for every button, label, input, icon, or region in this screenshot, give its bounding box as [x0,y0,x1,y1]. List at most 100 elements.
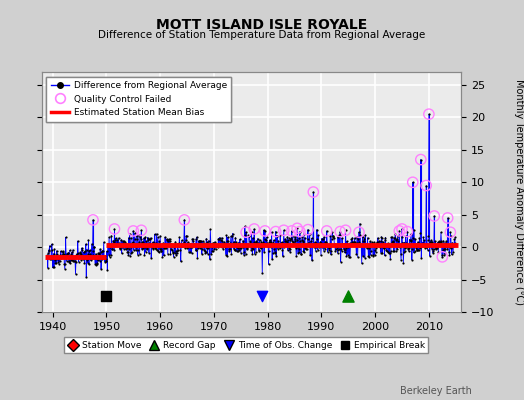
Point [446,233,455,240]
Point [441,246,450,253]
Point [49,250,58,257]
Point [187,250,195,256]
Point [125,246,134,252]
Point [320,234,328,240]
Point [46,256,54,262]
Point [300,249,309,255]
Point [129,228,137,234]
Point [214,235,223,242]
Point [49,254,57,261]
Point [420,241,428,247]
Point [166,238,174,244]
Point [429,250,437,256]
Point [339,241,347,247]
Point [205,241,214,248]
Point [248,251,257,258]
Point [98,256,106,262]
Point [159,252,168,259]
Point [368,239,376,246]
Point [344,251,352,258]
Point [431,242,439,249]
Point [94,250,103,256]
Point [254,235,262,242]
Point [449,249,457,256]
Point [70,255,79,262]
Point [48,241,56,247]
Point [301,245,310,251]
Point [261,237,270,244]
Point [93,256,101,263]
Point [98,248,106,254]
Point [60,260,69,267]
Point [283,234,291,240]
Point [288,228,296,234]
Point [324,244,333,250]
Point [423,241,431,247]
Point [203,250,212,257]
Point [164,238,172,244]
Point [443,215,452,221]
Point [421,244,430,250]
Point [230,238,238,245]
Point [88,254,96,261]
Point [71,258,79,265]
Point [197,238,205,244]
Point [264,243,272,250]
Point [48,247,57,253]
Point [344,244,353,250]
Point [181,245,190,252]
Point [271,249,279,256]
Point [297,250,305,257]
Point [145,250,153,256]
Point [92,250,100,257]
Point [429,248,438,255]
Point [387,248,395,254]
Point [78,245,86,251]
Point [307,238,315,244]
Point [68,249,76,256]
Point [385,250,393,257]
Point [129,239,137,246]
Point [156,246,165,253]
Point [259,227,268,233]
Point [309,189,318,195]
Point [221,240,230,247]
Point [403,228,411,235]
Point [167,241,176,247]
Point [153,246,161,253]
Point [244,240,252,247]
Point [141,244,149,250]
Point [428,243,436,250]
Point [359,253,367,259]
Point [144,236,152,242]
Point [406,236,414,243]
Point [62,258,71,264]
Point [162,245,171,252]
Point [117,250,126,256]
Point [97,266,105,272]
Point [360,235,368,242]
Point [335,232,343,239]
Point [187,244,195,250]
Point [234,248,242,254]
Point [116,244,125,251]
Point [183,242,192,248]
Point [281,241,290,248]
Point [330,242,339,248]
Point [293,225,301,232]
Point [171,250,179,256]
Point [431,245,440,252]
Point [285,235,293,241]
Point [170,244,179,250]
Point [110,247,118,253]
Point [258,240,267,247]
Point [349,239,357,246]
Point [324,243,332,250]
Point [364,244,372,250]
Point [383,248,391,255]
Point [424,111,433,117]
Point [58,253,66,260]
Point [199,238,207,244]
Point [45,248,53,254]
Point [405,248,413,254]
